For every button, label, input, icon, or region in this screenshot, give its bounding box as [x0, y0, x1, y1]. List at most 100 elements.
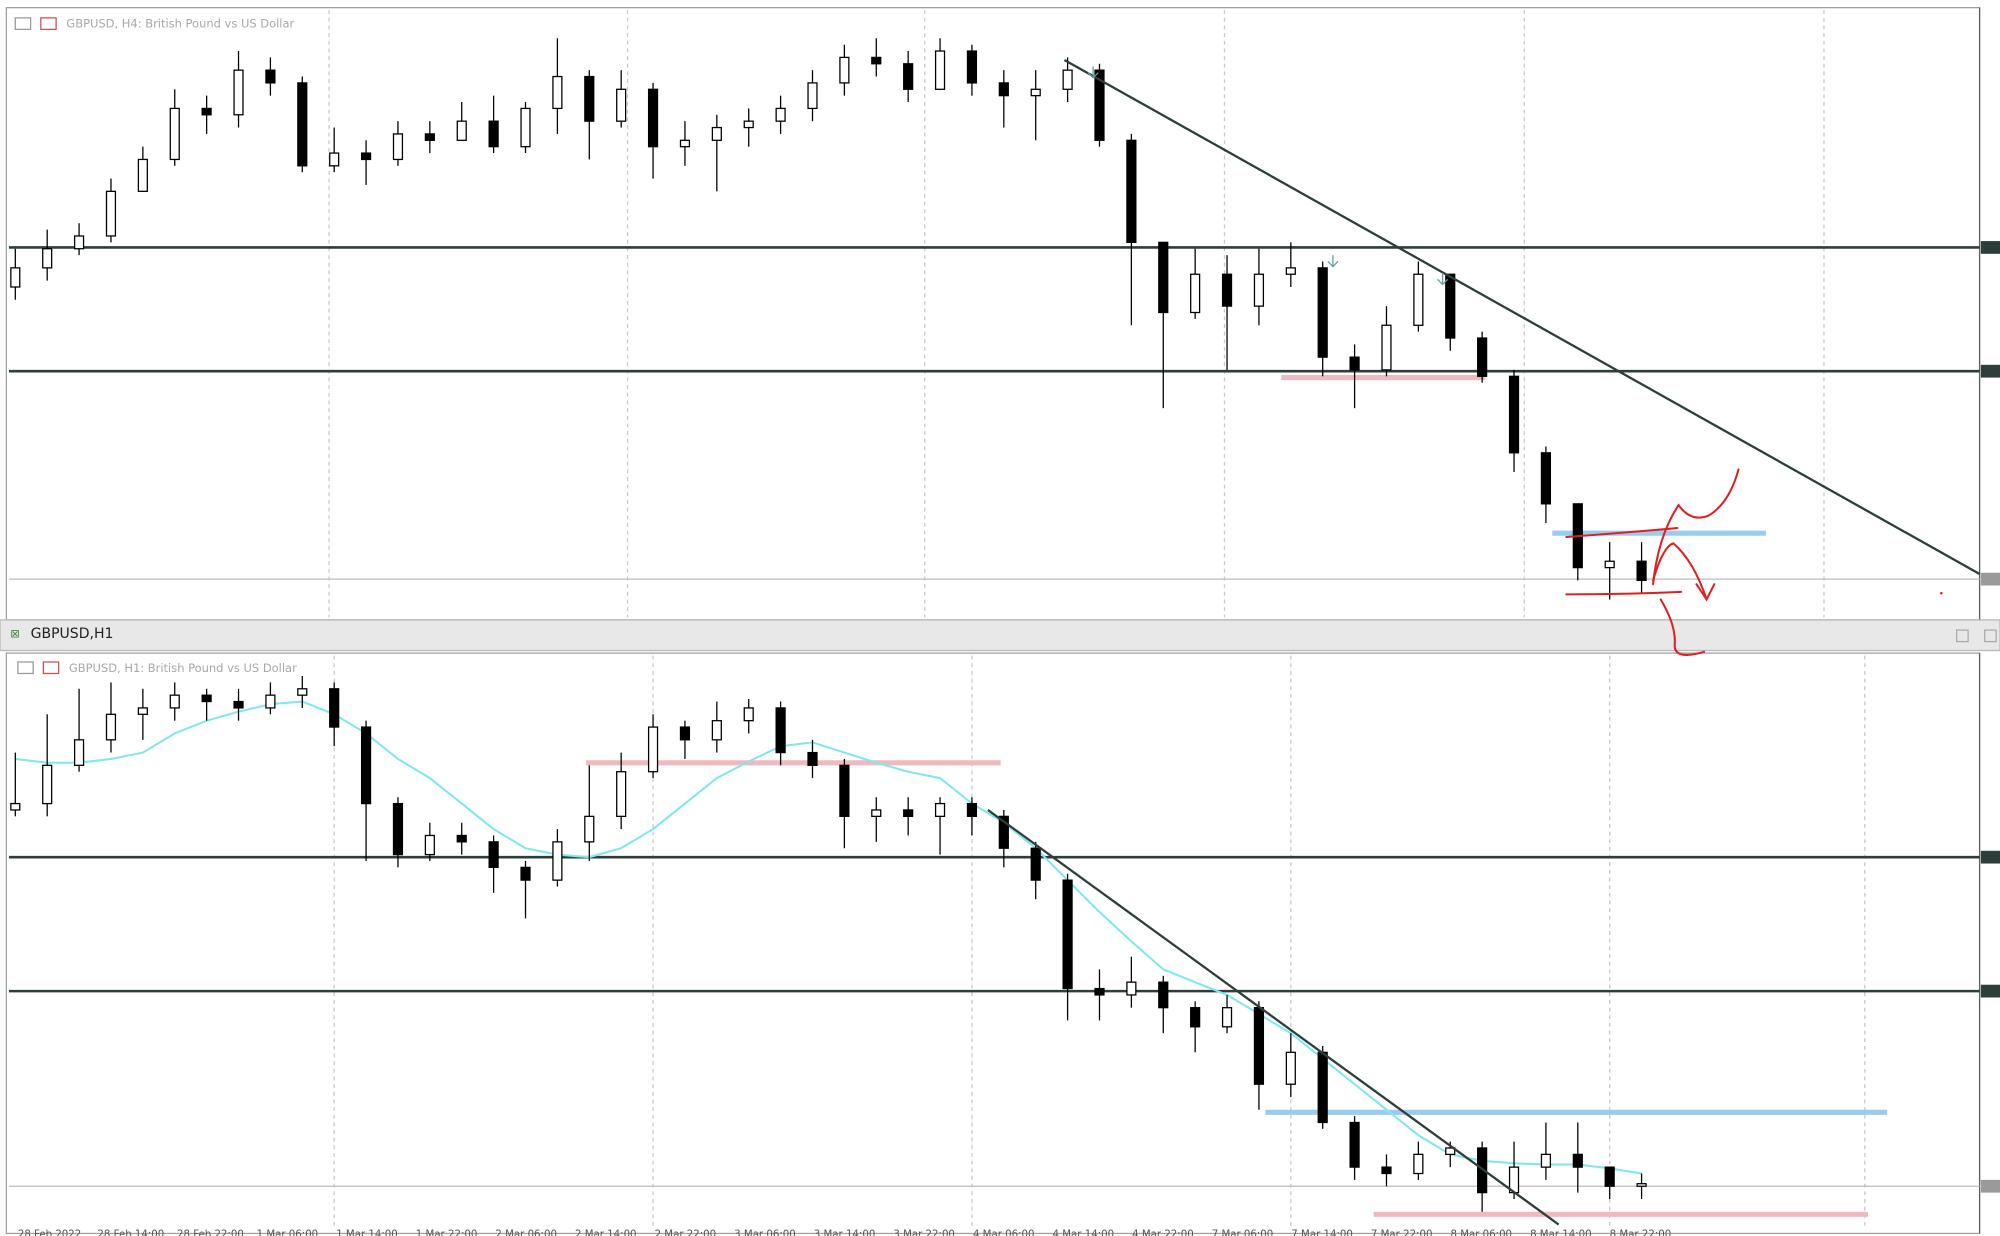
- candle-body: [743, 120, 754, 129]
- candle-body: [711, 720, 722, 741]
- candle-body: [42, 764, 53, 805]
- candle-body: [1094, 69, 1105, 141]
- candle-body: [1381, 1166, 1392, 1175]
- candle-body: [998, 815, 1009, 849]
- current-price-tag: [1980, 572, 2000, 586]
- candle-body: [584, 815, 595, 843]
- candle-body: [1030, 847, 1041, 881]
- candle-body: [711, 126, 722, 141]
- candle-body: [1190, 1007, 1201, 1028]
- candle-body: [1126, 981, 1137, 996]
- candle-body: [1349, 356, 1360, 371]
- maximize-button[interactable]: [1984, 629, 1997, 643]
- time-axis-label: 7 Mar 06:00: [1212, 1230, 1274, 1236]
- time-axis-label: 3 Mar 14:00: [814, 1230, 876, 1236]
- h1-window-titlebar[interactable]: [0, 619, 2000, 652]
- candle-body: [1062, 879, 1073, 990]
- time-axis-label: 8 Mar 22:00: [1610, 1230, 1672, 1236]
- candle-body: [73, 235, 85, 250]
- candle-body: [647, 88, 659, 148]
- time-axis-label: 7 Mar 14:00: [1291, 1230, 1353, 1236]
- candle-body: [998, 82, 1009, 97]
- candle-body: [1540, 452, 1552, 505]
- trendline: [1063, 58, 1981, 575]
- time-axis-label: 3 Mar 06:00: [734, 1230, 796, 1236]
- candle-body: [42, 248, 53, 269]
- candle-body: [265, 694, 276, 709]
- candle-body: [424, 834, 435, 856]
- candle-body: [520, 107, 531, 148]
- candle-body: [360, 726, 372, 805]
- candle-body: [1158, 981, 1169, 1009]
- candle-body: [1190, 273, 1201, 314]
- candle-body: [1572, 1153, 1583, 1168]
- level-price-tag: [1980, 241, 2000, 254]
- time-axis-label: 4 Mar 14:00: [1053, 1230, 1115, 1236]
- candle-body: [105, 713, 117, 741]
- header-icons: [14, 17, 60, 675]
- candle-body: [966, 50, 978, 84]
- candle-body: [552, 841, 563, 881]
- candle-body: [169, 694, 180, 709]
- candle-body: [616, 88, 627, 122]
- candle-body: [1317, 1051, 1328, 1124]
- candle-body: [456, 834, 467, 843]
- candle-body: [1540, 1153, 1552, 1168]
- candle-body: [775, 707, 786, 754]
- time-axis-label: 8 Mar 14:00: [1530, 1230, 1592, 1236]
- candle-body: [1508, 375, 1520, 454]
- time-axis-label: 1 Mar 14:00: [336, 1230, 398, 1236]
- candle-body: [297, 688, 308, 696]
- candle-body: [903, 63, 914, 90]
- time-axis-label: 2 Mar 22:00: [655, 1230, 717, 1236]
- time-axis-label: 4 Mar 22:00: [1132, 1230, 1194, 1236]
- trendline: [987, 809, 1560, 1226]
- candle-body: [297, 82, 308, 167]
- time-axis-label: 2 Mar 14:00: [575, 1230, 637, 1236]
- candle-body: [743, 707, 754, 722]
- candle-body: [1413, 1153, 1424, 1175]
- candle-body: [1253, 273, 1265, 307]
- candle-body: [233, 700, 244, 709]
- signal-arrows: [1087, 66, 1449, 286]
- candle-body: [584, 75, 595, 122]
- candle-body: [1349, 1121, 1360, 1168]
- minimize-button[interactable]: [1955, 629, 1969, 643]
- time-axis-label: 7 Mar 22:00: [1371, 1230, 1433, 1236]
- candle-body: [934, 802, 946, 817]
- candle-body: [1381, 324, 1392, 371]
- candle-body: [1221, 1007, 1233, 1028]
- candle-body: [329, 152, 340, 167]
- candle-body: [552, 75, 563, 110]
- candle-body: [839, 56, 850, 84]
- time-axis-label: 28 Feb 2022: [18, 1230, 81, 1236]
- candle-body: [807, 82, 818, 110]
- candle-body: [137, 707, 148, 715]
- candle-body: [807, 751, 818, 766]
- candle-body: [329, 688, 340, 728]
- candle-body: [233, 69, 244, 116]
- time-axis-label: 1 Mar 22:00: [416, 1230, 478, 1236]
- candle-body: [871, 809, 882, 817]
- candle-body: [839, 764, 850, 817]
- annotation-dot: [1940, 591, 1943, 595]
- candle-body: [1477, 337, 1488, 377]
- time-axis-label: 28 Feb 14:00: [97, 1230, 164, 1236]
- candle-body: [903, 809, 914, 817]
- candle-body: [1604, 1166, 1615, 1187]
- candle-body: [392, 133, 404, 161]
- candle-body: [1094, 987, 1105, 996]
- candle-body: [1221, 273, 1233, 307]
- candle-body: [1317, 267, 1328, 358]
- candle-body: [934, 50, 946, 90]
- candle-body: [1253, 1007, 1265, 1085]
- candle-body: [265, 69, 276, 84]
- candle-body: [10, 267, 21, 288]
- candle-body: [1285, 1051, 1296, 1085]
- current-price-tag: [1980, 1179, 2000, 1193]
- candle-body: [1636, 1183, 1647, 1187]
- candle-body: [1285, 267, 1296, 275]
- candle-body: [966, 802, 978, 817]
